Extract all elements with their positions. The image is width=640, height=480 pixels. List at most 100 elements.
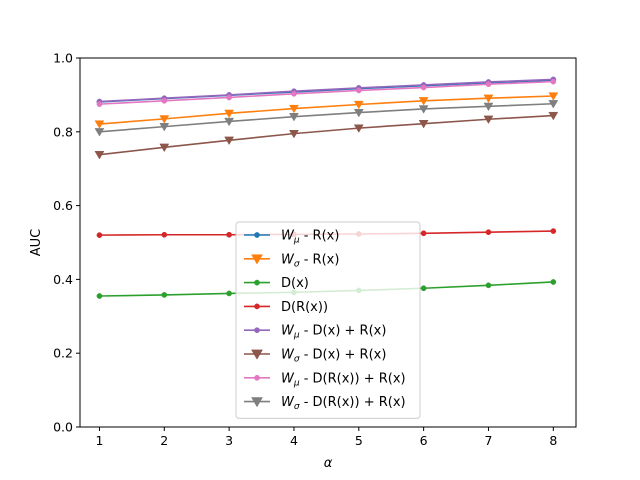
legend-label: Wμ - R(x) xyxy=(281,229,339,246)
data-point xyxy=(224,109,235,119)
legend-label: D(R(x)) xyxy=(281,300,328,315)
legend-entry: Wμ - D(x) + R(x) xyxy=(244,324,386,341)
data-point xyxy=(161,97,168,104)
data-point xyxy=(550,78,557,85)
data-point xyxy=(226,231,232,238)
legend-marker xyxy=(251,349,263,360)
data-point xyxy=(483,115,494,125)
legend-marker xyxy=(251,397,263,408)
y-tick-label: 0.8 xyxy=(53,124,73,139)
data-point xyxy=(353,108,364,118)
data-point xyxy=(159,143,170,153)
data-point xyxy=(485,81,492,88)
data-point xyxy=(483,102,494,112)
data-point xyxy=(159,115,170,124)
legend-label: Wμ - D(x) + R(x) xyxy=(281,324,386,341)
data-point xyxy=(289,104,299,114)
x-tick-label: 4 xyxy=(290,433,298,448)
legend-marker xyxy=(254,303,260,310)
data-point xyxy=(483,94,494,103)
data-point xyxy=(353,100,364,110)
legend-marker xyxy=(254,327,260,334)
series-line xyxy=(99,114,554,156)
data-point xyxy=(548,100,559,109)
series-7 xyxy=(96,78,557,107)
series-line xyxy=(99,102,554,133)
legend-entry: Wσ - D(x) + R(x) xyxy=(244,348,386,365)
y-tick-label: 0.4 xyxy=(53,272,73,287)
legend-box xyxy=(235,221,421,419)
series-8 xyxy=(94,100,559,137)
data-point xyxy=(485,282,492,289)
data-point xyxy=(226,290,232,297)
x-tick-label: 8 xyxy=(549,433,557,448)
x-tick-label: 6 xyxy=(420,433,428,448)
y-axis-label: AUC xyxy=(29,229,44,257)
data-point xyxy=(418,97,429,106)
legend-marker xyxy=(254,279,260,286)
y-tick-label: 0.0 xyxy=(53,420,73,435)
data-point xyxy=(94,151,105,160)
data-point xyxy=(224,136,235,146)
series-line xyxy=(99,95,554,125)
data-point xyxy=(94,120,105,129)
data-point xyxy=(224,117,235,127)
y-tick-label: 0.6 xyxy=(53,198,73,213)
legend-label: Wμ - D(R(x)) + R(x) xyxy=(281,371,406,388)
data-point xyxy=(420,230,427,237)
axes-layer: 1 2 3 4 5 6 7 8 0.0 0.2 0.4 0.6 0.8 1.0 xyxy=(53,51,577,448)
legend-label: D(x) xyxy=(281,276,309,291)
legend-entry: Wσ - D(R(x)) + R(x) xyxy=(244,395,406,412)
x-tick-label: 1 xyxy=(95,433,103,448)
legend-entry: D(x) xyxy=(244,276,309,291)
y-tick-label: 1.0 xyxy=(53,51,73,66)
data-point xyxy=(159,123,170,132)
series-layer xyxy=(94,76,559,299)
x-tick-label: 3 xyxy=(225,433,233,448)
data-point xyxy=(548,111,559,121)
series-line xyxy=(99,80,554,105)
data-point xyxy=(550,279,557,285)
legend: Wμ - R(x) Wσ - R(x) D(x) D(R(x)) Wμ - D(x) +… xyxy=(235,221,421,419)
legend-marker xyxy=(254,374,260,381)
data-point xyxy=(418,120,429,129)
data-point xyxy=(550,228,557,234)
x-tick-label: 2 xyxy=(160,433,168,448)
data-point xyxy=(355,87,362,94)
x-tick-label: 5 xyxy=(355,433,363,448)
data-point xyxy=(226,94,232,101)
data-point xyxy=(96,293,103,299)
data-point xyxy=(289,130,299,139)
x-tick-label: 7 xyxy=(484,433,492,448)
data-point xyxy=(94,128,105,137)
legend-label: Wσ - R(x) xyxy=(281,252,339,269)
data-point xyxy=(161,231,168,238)
series-6 xyxy=(94,111,559,160)
data-point xyxy=(353,124,364,133)
data-point xyxy=(485,229,492,236)
legend-marker xyxy=(254,232,260,238)
series-2 xyxy=(94,92,559,129)
legend-label: Wσ - D(x) + R(x) xyxy=(281,348,386,365)
x-axis-label: α xyxy=(324,456,333,471)
legend-entry: Wσ - R(x) xyxy=(244,252,339,269)
data-point xyxy=(289,113,299,122)
y-tick-label: 0.2 xyxy=(53,346,73,361)
data-point xyxy=(291,90,297,97)
data-point xyxy=(418,105,429,114)
series-line xyxy=(99,78,554,103)
data-point xyxy=(420,285,427,292)
legend-entry: Wμ - D(R(x)) + R(x) xyxy=(244,371,406,388)
data-point xyxy=(96,101,103,107)
axes-frame xyxy=(79,57,577,428)
legend-label: Wσ - D(R(x)) + R(x) xyxy=(281,395,406,412)
legend-marker xyxy=(251,254,263,265)
legend-entry: Wμ - R(x) xyxy=(244,229,339,246)
data-point xyxy=(420,84,427,91)
data-point xyxy=(548,92,559,101)
data-point xyxy=(96,232,103,238)
data-point xyxy=(161,292,168,298)
legend-entry: D(R(x)) xyxy=(244,300,328,315)
